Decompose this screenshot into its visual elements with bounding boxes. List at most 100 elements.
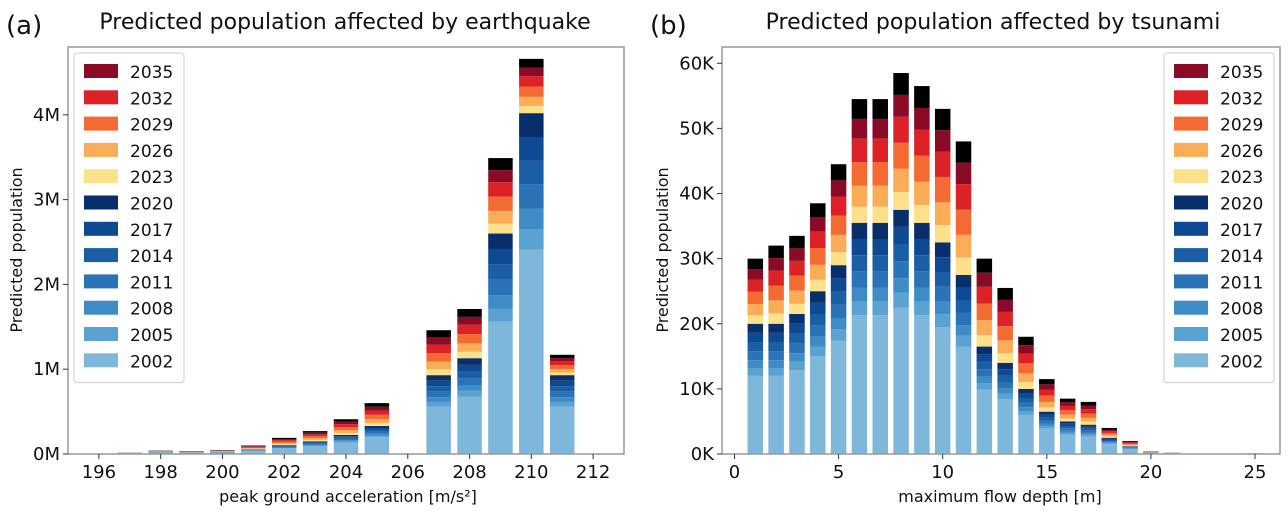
bar-segment-2026 bbox=[271, 442, 297, 445]
bar-segment-2005 bbox=[519, 229, 544, 250]
bar-segment-2032 bbox=[872, 138, 888, 163]
bar-segment-2029 bbox=[872, 162, 888, 186]
bar-segment-2020 bbox=[851, 222, 868, 240]
bar-segment-2026 bbox=[1101, 434, 1118, 437]
legend-swatch-2002 bbox=[84, 353, 118, 368]
bar-segment-2008 bbox=[1080, 432, 1097, 435]
bar-segment-2005 bbox=[333, 441, 359, 443]
bar-segment-2032 bbox=[271, 440, 297, 442]
x-tick-label: 15 bbox=[1035, 462, 1058, 483]
bar-segment-2020 bbox=[747, 323, 764, 333]
bar-segment-2035 bbox=[851, 118, 868, 139]
bar-segment-2026 bbox=[241, 448, 266, 449]
bar-segment-2011 bbox=[1122, 447, 1138, 449]
y-tick-label: 0K bbox=[691, 444, 715, 465]
bar-segment-2011 bbox=[1039, 420, 1055, 424]
bar-segment-2029 bbox=[747, 291, 764, 305]
bar-segment-2026 bbox=[747, 304, 764, 316]
bar-segment-2032 bbox=[810, 231, 826, 249]
legend-swatch-2005 bbox=[1174, 327, 1208, 341]
bar-segment-2026 bbox=[519, 96, 544, 107]
legend-swatch-2032 bbox=[1174, 90, 1208, 105]
bar-segment-2017 bbox=[364, 427, 390, 430]
bar-segment-undefined bbox=[426, 330, 451, 338]
bar-segment-2017 bbox=[1059, 423, 1076, 426]
bar-segment-2005 bbox=[1059, 432, 1076, 435]
bar-segment-2011 bbox=[1059, 428, 1076, 431]
bar-segment-2008 bbox=[914, 287, 930, 302]
bar-segment-2005 bbox=[364, 435, 390, 438]
legend-label-2029: 2029 bbox=[130, 116, 173, 136]
bar-segment-2008 bbox=[747, 360, 764, 369]
bar-segment-undefined bbox=[997, 287, 1013, 300]
bar-segment-2011 bbox=[549, 391, 575, 398]
bar-segment-2023 bbox=[1018, 382, 1034, 389]
bar-segment-2014 bbox=[997, 375, 1013, 382]
legend-tsunami: 2035 2032 2029 2026 2023 2020 2017 2014 2011 2008… bbox=[1163, 52, 1275, 384]
bar-segment-2035 bbox=[997, 299, 1013, 312]
bar-segment-2014 bbox=[976, 361, 993, 370]
bar-segment-2020 bbox=[488, 233, 513, 249]
bar-segment-2002 bbox=[976, 389, 993, 454]
bar-segment-undefined bbox=[241, 445, 266, 447]
legend-swatch-2026 bbox=[84, 142, 118, 157]
bar-segment-2002 bbox=[1039, 428, 1055, 454]
bar-segment-2017 bbox=[333, 436, 359, 438]
bar-segment-2023 bbox=[1122, 445, 1138, 447]
bar-segment-2020 bbox=[1039, 411, 1055, 415]
bar-segment-2008 bbox=[271, 447, 297, 449]
bar-segment-2020 bbox=[271, 445, 297, 446]
bar-segment-2035 bbox=[789, 248, 805, 261]
y-tick-label: 50K bbox=[679, 118, 715, 139]
bar-segment-2029 bbox=[955, 209, 972, 235]
bar-segment-2032 bbox=[1059, 405, 1076, 411]
bar-segment-2032 bbox=[302, 434, 328, 437]
bar-segment-2026 bbox=[914, 181, 930, 206]
bar-segment-undefined bbox=[914, 86, 930, 108]
bar-segment-2029 bbox=[1080, 413, 1097, 418]
legend-label-2005: 2005 bbox=[1220, 326, 1263, 346]
bar-segment-2029 bbox=[271, 441, 297, 443]
bar-segment-2032 bbox=[549, 361, 575, 366]
bar-segment-2035 bbox=[241, 446, 266, 447]
bar-segment-2014 bbox=[768, 341, 784, 352]
bar-segment-2026 bbox=[488, 210, 513, 224]
bar-segment-2026 bbox=[549, 369, 575, 373]
bar-segment-2008 bbox=[364, 433, 390, 436]
bar-segment-2002 bbox=[747, 375, 764, 454]
bar-segment-undefined bbox=[1018, 336, 1034, 346]
bar-segment-2032 bbox=[955, 184, 972, 210]
bar-segment-2008 bbox=[976, 376, 993, 384]
bar-segment-2014 bbox=[789, 333, 805, 344]
bar-segment-2008 bbox=[997, 388, 1013, 394]
bar-segment-2020 bbox=[519, 113, 544, 137]
bar-segment-2032 bbox=[1018, 353, 1034, 364]
bar-segment-2005 bbox=[789, 361, 805, 370]
bar-segment-2032 bbox=[893, 116, 909, 143]
bar-segment-2002 bbox=[302, 446, 328, 454]
bar-segment-2017 bbox=[934, 257, 951, 272]
bar-segment-2026 bbox=[768, 300, 784, 314]
legend-label-2020: 2020 bbox=[130, 195, 173, 215]
bar-segment-undefined bbox=[1059, 398, 1076, 403]
bar-segment-2011 bbox=[333, 438, 359, 441]
bar-segment-2026 bbox=[1018, 373, 1034, 383]
bar-segment-2026 bbox=[457, 343, 482, 352]
bar-segment-2014 bbox=[893, 243, 909, 262]
y-tick-label: 10K bbox=[679, 379, 715, 400]
bar-segment-undefined bbox=[830, 164, 847, 181]
bar-segment-2005 bbox=[271, 448, 297, 449]
bar-segment-2023 bbox=[955, 257, 972, 275]
bar-segment-2005 bbox=[1101, 443, 1118, 445]
bar-segment-2026 bbox=[789, 290, 805, 304]
bar-segment-undefined bbox=[955, 141, 972, 163]
bar-segment-2005 bbox=[997, 393, 1013, 400]
bar-segment-2023 bbox=[997, 353, 1013, 363]
bar-segment-2032 bbox=[747, 279, 764, 292]
bar-segment-2035 bbox=[1122, 441, 1138, 443]
bar-segment-undefined bbox=[893, 73, 909, 95]
bar-segment-2002 bbox=[488, 321, 513, 454]
legend-swatch-2014 bbox=[84, 248, 118, 263]
bar-segment-2020 bbox=[789, 313, 805, 324]
bar-segment-2017 bbox=[1039, 414, 1055, 418]
